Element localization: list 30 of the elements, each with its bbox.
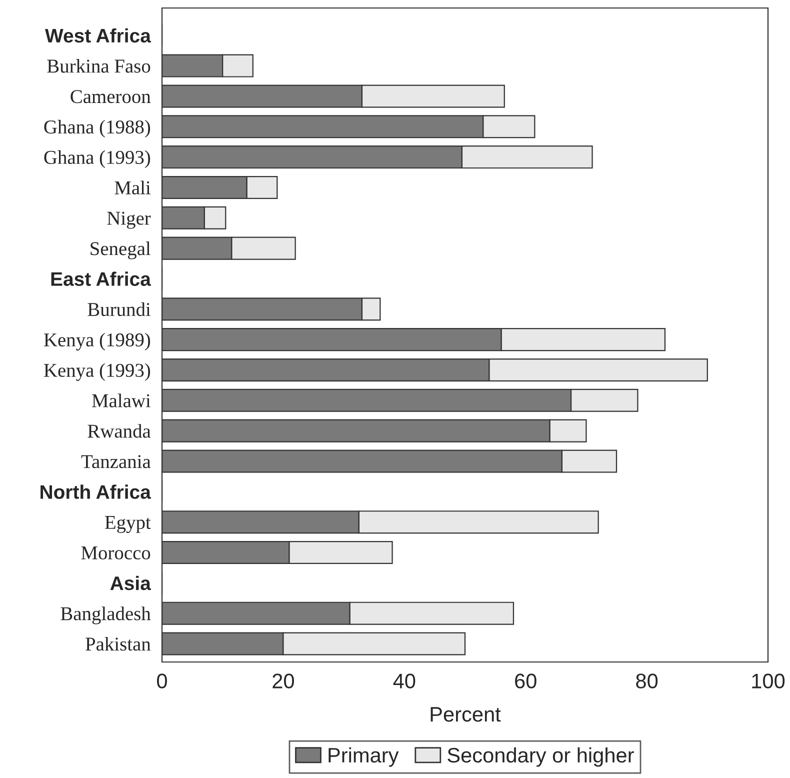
x-tick-label: 0 xyxy=(157,674,167,688)
y-tick-label: Burkina Faso xyxy=(47,59,150,73)
y-tick-label: Burundi xyxy=(88,302,151,316)
y-tick-label: Senegal xyxy=(90,242,150,260)
x-tick-label: 80 xyxy=(636,674,658,688)
y-tick-label: Egypt xyxy=(105,516,151,533)
x-tick-label: 100 xyxy=(752,674,785,688)
y-tick-label: Kenya (1989) xyxy=(44,332,150,351)
legend-label: Secondary or higher xyxy=(448,747,634,767)
y-tick-label: East Africa xyxy=(51,272,152,286)
x-tick-label: 20 xyxy=(272,674,294,688)
y-tick-label: Mali xyxy=(114,180,151,194)
y-tick-label: Ghana (1993) xyxy=(44,150,150,168)
x-axis-title: Percent xyxy=(430,707,501,722)
y-tick-label: Pakistan xyxy=(86,637,151,651)
x-tick-label: 40 xyxy=(393,674,416,688)
y-tick-label: Kenya (1993) xyxy=(44,363,150,381)
y-tick-label: Ghana (1988) xyxy=(44,120,150,138)
y-tick-label: Rwanda xyxy=(88,424,151,438)
y-tick-label: Niger xyxy=(107,212,151,229)
x-tick-label: 60 xyxy=(515,674,536,688)
y-tick-label: West Africa xyxy=(45,28,152,43)
y-tick-label: Asia xyxy=(110,576,152,590)
y-tick-label: Malawi xyxy=(92,394,151,408)
y-tick-label: Bangladesh xyxy=(60,606,151,624)
y-tick-label: Morocco xyxy=(81,546,150,560)
legend-label: Primary xyxy=(328,747,399,767)
y-tick-label: Cameroon xyxy=(70,90,151,104)
y-tick-label: Tanzania xyxy=(81,455,151,468)
y-tick-label: North Africa xyxy=(40,484,152,499)
